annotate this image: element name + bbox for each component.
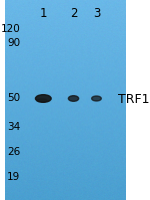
Ellipse shape xyxy=(35,95,51,103)
Text: 50: 50 xyxy=(7,93,20,103)
Ellipse shape xyxy=(37,99,47,103)
Text: 34: 34 xyxy=(7,121,20,131)
Text: 1: 1 xyxy=(40,7,47,20)
Text: 19: 19 xyxy=(7,171,20,181)
Ellipse shape xyxy=(92,97,101,102)
Ellipse shape xyxy=(68,96,79,102)
Text: 26: 26 xyxy=(7,146,20,156)
Text: 2: 2 xyxy=(70,7,77,20)
Text: 120: 120 xyxy=(1,24,20,34)
Text: TRF1: TRF1 xyxy=(118,93,150,105)
Text: 90: 90 xyxy=(7,38,20,48)
Text: 3: 3 xyxy=(93,7,100,20)
